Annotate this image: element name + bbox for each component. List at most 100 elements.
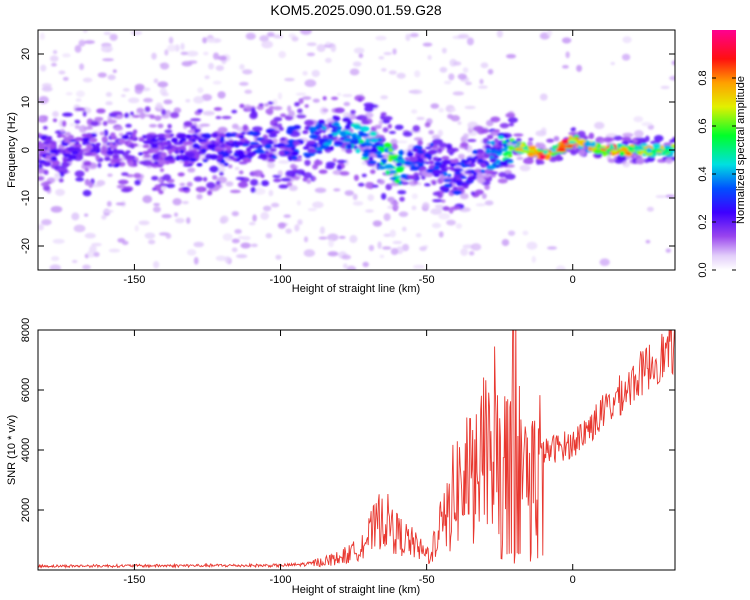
- spectrogram-cell: [72, 259, 78, 264]
- spectrogram-cell: [383, 213, 391, 221]
- snr-series-line: [38, 330, 675, 569]
- spectrogram-cell: [288, 110, 295, 117]
- spectrogram-cell: [369, 149, 378, 154]
- spectrogram-cell: [144, 232, 156, 239]
- spectrogram-cell: [336, 92, 342, 97]
- spectrogram-cell: [528, 147, 537, 153]
- spectrogram-cell: [224, 256, 231, 264]
- spectrogram-cell: [264, 143, 272, 150]
- spectrogram-cell: [428, 160, 435, 165]
- snr-ticks: -150 -100 -50 0 2000 4000 6000 8000: [20, 318, 675, 586]
- spectrogram-cell: [75, 98, 82, 102]
- spectrogram-cell: [341, 254, 352, 260]
- spectrogram-cell: [225, 181, 234, 187]
- spectrogram-cell: [388, 70, 397, 75]
- spectrogram-cell: [197, 109, 204, 113]
- snr-ylabel: SNR (10 * v/v): [6, 415, 18, 485]
- spectrogram-cell: [663, 145, 672, 149]
- spectrogram-cell: [285, 228, 292, 234]
- spectrogram-cell: [176, 133, 186, 139]
- spectrogram-cell: [369, 131, 378, 137]
- spectrogram-cell: [346, 143, 353, 150]
- spectrogram-cell: [501, 238, 510, 247]
- colorbar: 0.0 0.2 0.4 0.6 0.8 Normalized spectral ampl…: [697, 30, 747, 278]
- spectrogram-cell: [78, 39, 86, 47]
- spectrogram-cell: [97, 162, 102, 168]
- spectrogram-cell: [309, 134, 319, 139]
- spectrogram-cell: [559, 144, 568, 148]
- spectrogram-cell: [297, 219, 303, 226]
- spectrogram-cell: [174, 149, 179, 155]
- spectrogram-cell: [411, 193, 418, 200]
- spectrogram-cell: [83, 30, 88, 34]
- spectrogram-cell: [338, 235, 346, 239]
- spectrogram-cell: [456, 162, 463, 166]
- spectrogram-cell: [453, 167, 462, 172]
- spectrogram-cell: [149, 163, 158, 167]
- spectrogram-cell: [103, 129, 109, 137]
- spectrogram-cell: [207, 190, 213, 196]
- spectrogram-cell: [248, 222, 256, 226]
- spectrogram-cell: [40, 64, 47, 72]
- spectrogram-cell: [153, 202, 160, 207]
- spectrogram-cell: [397, 190, 407, 195]
- spectrogram-cell: [593, 148, 603, 155]
- spectrogram-cell: [123, 135, 130, 140]
- spectrogram-cell: [473, 171, 478, 177]
- spectrogram-cell: [217, 126, 228, 134]
- spectrogram-cell: [227, 133, 235, 138]
- spectrogram-cell: [546, 246, 558, 250]
- spectrogram-cell: [441, 159, 452, 165]
- spectrogram-cell: [112, 148, 119, 155]
- spectrogram-cell: [645, 135, 650, 142]
- spectrogram-cell: [92, 145, 101, 151]
- x-tick-label: -100: [270, 274, 292, 286]
- spectrogram-cell: [439, 173, 445, 180]
- spectrogram-cell: [458, 153, 465, 160]
- spectrogram-cell: [260, 180, 270, 187]
- spectrogram-cell: [460, 248, 469, 256]
- spectrogram-cell: [636, 157, 645, 165]
- spectrogram-cell: [424, 161, 430, 165]
- spectrogram-cell: [38, 142, 45, 148]
- spectrogram-cell: [519, 144, 526, 147]
- spectrogram-cell: [283, 214, 291, 218]
- spectrogram-cell: [382, 127, 389, 133]
- spectrogram-cell: [463, 185, 469, 189]
- spectrogram-cell: [38, 176, 45, 181]
- spectrogram-cell: [267, 162, 275, 169]
- spectrogram-cell: [42, 125, 48, 130]
- spectrogram-cell: [95, 154, 100, 161]
- spectrogram-cell: [353, 174, 360, 181]
- spectrogram-cell: [350, 109, 356, 115]
- spectrogram-cell: [419, 246, 427, 252]
- spectrogram-cell: [294, 224, 300, 232]
- spectrogram-cell: [300, 30, 312, 35]
- spectrogram-cell: [50, 156, 58, 162]
- spectrogram-cell: [160, 152, 167, 158]
- spectrogram-cell: [353, 125, 362, 130]
- spectrogram-cell: [83, 152, 94, 156]
- spectrogram-cell: [444, 183, 452, 188]
- spectrogram-cell: [258, 153, 268, 158]
- spectrogram-cell: [174, 44, 180, 52]
- spectrogram-cell: [217, 91, 226, 99]
- spectrogram-cell: [64, 131, 72, 137]
- spectrogram-cell: [196, 193, 203, 200]
- spectrogram-cell: [231, 247, 238, 253]
- spectrogram-cell: [82, 189, 92, 197]
- spectrogram-cell: [280, 177, 292, 182]
- spectrogram-cell: [539, 93, 548, 101]
- spectrogram-cell: [304, 119, 315, 126]
- spectrogram-cell: [121, 172, 129, 176]
- spectrogram-cell: [82, 77, 93, 83]
- spectrogram-cell: [149, 142, 159, 146]
- spectrogram-cell: [403, 160, 413, 166]
- spectrogram-cell: [84, 232, 96, 239]
- spectrogram-cell: [523, 157, 534, 165]
- spectrogram-cell: [74, 107, 86, 112]
- spectrogram-cell: [250, 186, 256, 193]
- spectrogram-cell: [424, 122, 431, 128]
- spectrogram-cell: [110, 132, 116, 137]
